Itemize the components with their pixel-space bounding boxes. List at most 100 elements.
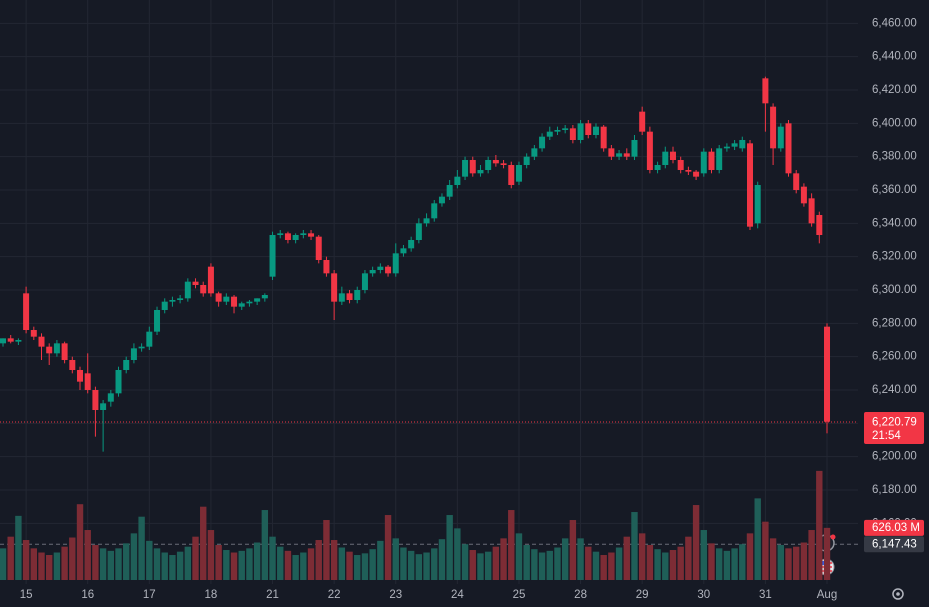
candle-body [754,185,761,224]
volume-bar [92,545,99,580]
candle-body [500,163,507,165]
volume-bar [577,538,584,580]
candle-body [623,153,630,157]
volume-bar [0,548,7,580]
candle-body [462,160,469,177]
volume-bar [423,552,430,580]
y-tick-label: 6,240.00 [872,384,917,396]
volume-bar [692,505,700,580]
volume-last-label: 626.03 M [872,522,920,534]
candle-body [608,148,615,157]
candle-body [400,248,407,254]
candle-body [308,233,315,237]
countdown-label: 21:54 [872,430,901,442]
candle-body [415,223,422,240]
volume-bar [161,552,168,580]
x-tick-label: 15 [20,589,33,601]
candle-body [354,290,361,300]
candle-body [577,123,584,140]
volume-bar [723,550,731,580]
candle-body [0,338,6,344]
candle-body [431,203,438,219]
candle-body [231,296,238,307]
volume-bar [569,520,577,580]
candle-body [600,126,607,149]
y-tick-label: 6,320.00 [872,251,917,263]
volume-bar [446,515,453,580]
candle-body [762,78,769,104]
candle-body [485,160,492,170]
volume-bar [600,555,607,580]
candle-body [61,343,68,360]
y-tick-label: 6,420.00 [872,84,917,96]
volume-bar [808,530,815,580]
event-dot [830,534,836,540]
volume-bar [99,548,107,580]
candle-body [200,285,207,294]
volume-bar [153,548,161,580]
volume-bar [546,550,553,580]
volume-bar [269,536,276,580]
volume-bar [585,546,592,580]
volume-bar [284,550,292,580]
candle-body [331,273,338,302]
volume-bar [531,549,538,580]
price-line-box [864,536,924,553]
candle-body [100,403,107,410]
volume-bar [492,546,500,580]
volume-bar [477,553,484,580]
volume-bar [731,548,738,580]
y-tick-label: 6,380.00 [872,151,917,163]
y-tick-label: 6,260.00 [872,351,917,363]
volume-bar [431,548,438,580]
volume-bar [30,548,38,580]
volume-bar [708,543,715,580]
candle-body [169,300,176,302]
volume-bar [407,550,415,580]
volume-bar [300,552,307,580]
candle-body [508,165,515,185]
volume-bar [307,548,315,580]
volume-bar [615,547,623,580]
volume-bar [669,550,677,580]
candle-body [654,165,661,170]
volume-bar [646,545,654,580]
candle-body [631,140,638,157]
volume-bar [400,547,407,580]
candle-body [315,236,322,260]
x-tick-label: 18 [205,589,218,601]
candle-body [585,123,592,135]
price-line-label: 6,147.43 [872,538,917,550]
candle-body [554,130,561,132]
volume-bar [654,549,661,580]
candle-body [423,218,430,224]
candle-body [446,185,453,197]
candle-body [161,301,168,310]
volume-bar [392,538,399,580]
candle-body [492,160,499,164]
volume-bar [793,546,800,580]
volume-bar [200,506,207,580]
volume-bar [176,551,184,580]
candle-body [731,143,738,147]
volume-label-box [864,519,924,536]
candle-body [746,143,753,227]
y-tick-label: 6,460.00 [872,17,917,29]
volume-bar [685,536,692,580]
overlay: 6,160.006,180.006,200.006,220.006,240.00… [0,17,924,601]
candle-body [223,296,230,302]
candle-body [639,111,646,132]
volume [0,470,831,580]
candle-body [700,151,707,174]
volume-bar [554,547,561,580]
candle-body [454,176,461,185]
y-tick-label: 6,280.00 [872,317,917,329]
volume-bar [754,498,761,580]
volume-bar [662,552,669,580]
volume-bar [677,546,684,580]
volume-bar [238,550,245,580]
x-tick-label: Aug [817,589,837,601]
candle-body [523,156,530,165]
settings-icon[interactable] [892,588,904,600]
candle-body [785,123,792,174]
